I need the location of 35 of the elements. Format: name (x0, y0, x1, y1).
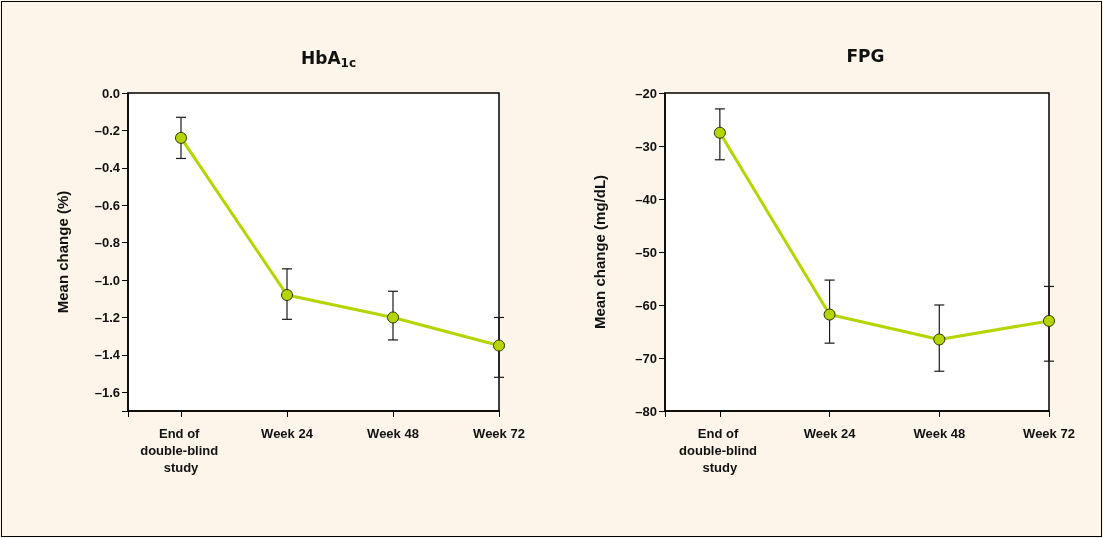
x-tick-label: Week 48 (913, 426, 966, 441)
y-tick-label: –80 (635, 403, 657, 419)
chart-title: FPG (846, 45, 885, 66)
y-axis-title: Mean change (mg/dL) (591, 174, 608, 330)
point (493, 339, 505, 352)
x-tick-label: Week 24 (803, 426, 857, 441)
y-tick-label: 0.0 (101, 85, 120, 101)
y-tick-label: –20 (635, 85, 657, 101)
y-tick-label: –0.6 (94, 197, 120, 213)
y-axis-title: Mean change (%) (54, 190, 71, 314)
point (713, 126, 726, 139)
y-tick-label: –1.0 (94, 272, 120, 288)
point (1043, 314, 1055, 327)
y-tick-label: –0.4 (94, 160, 121, 176)
x-tick-label: Week 72 (473, 426, 525, 441)
y-tick-label: –60 (635, 297, 657, 313)
point (175, 131, 187, 144)
y-tick-label: –1.2 (94, 309, 120, 325)
x-tick-label: Week 72 (1023, 426, 1075, 441)
y-tick-label: –40 (635, 191, 657, 207)
y-tick-label: –30 (635, 138, 657, 154)
point (281, 289, 293, 302)
y-tick-label: –0.2 (94, 122, 120, 138)
point (823, 308, 836, 321)
point (387, 311, 399, 324)
y-tick-label: –1.6 (94, 384, 120, 400)
x-tick-label: Week 48 (367, 426, 419, 441)
x-tick-label: End of double-blind study (679, 426, 761, 475)
y-tick-label: –70 (635, 350, 657, 366)
y-tick-label: –1.4 (94, 347, 121, 363)
y-tick-label: –0.8 (94, 235, 120, 251)
y-tick-label: –50 (635, 244, 657, 260)
x-tick-label: End of double-blind study (140, 426, 222, 475)
x-tick-label: Week 24 (261, 426, 314, 441)
point (933, 333, 946, 346)
